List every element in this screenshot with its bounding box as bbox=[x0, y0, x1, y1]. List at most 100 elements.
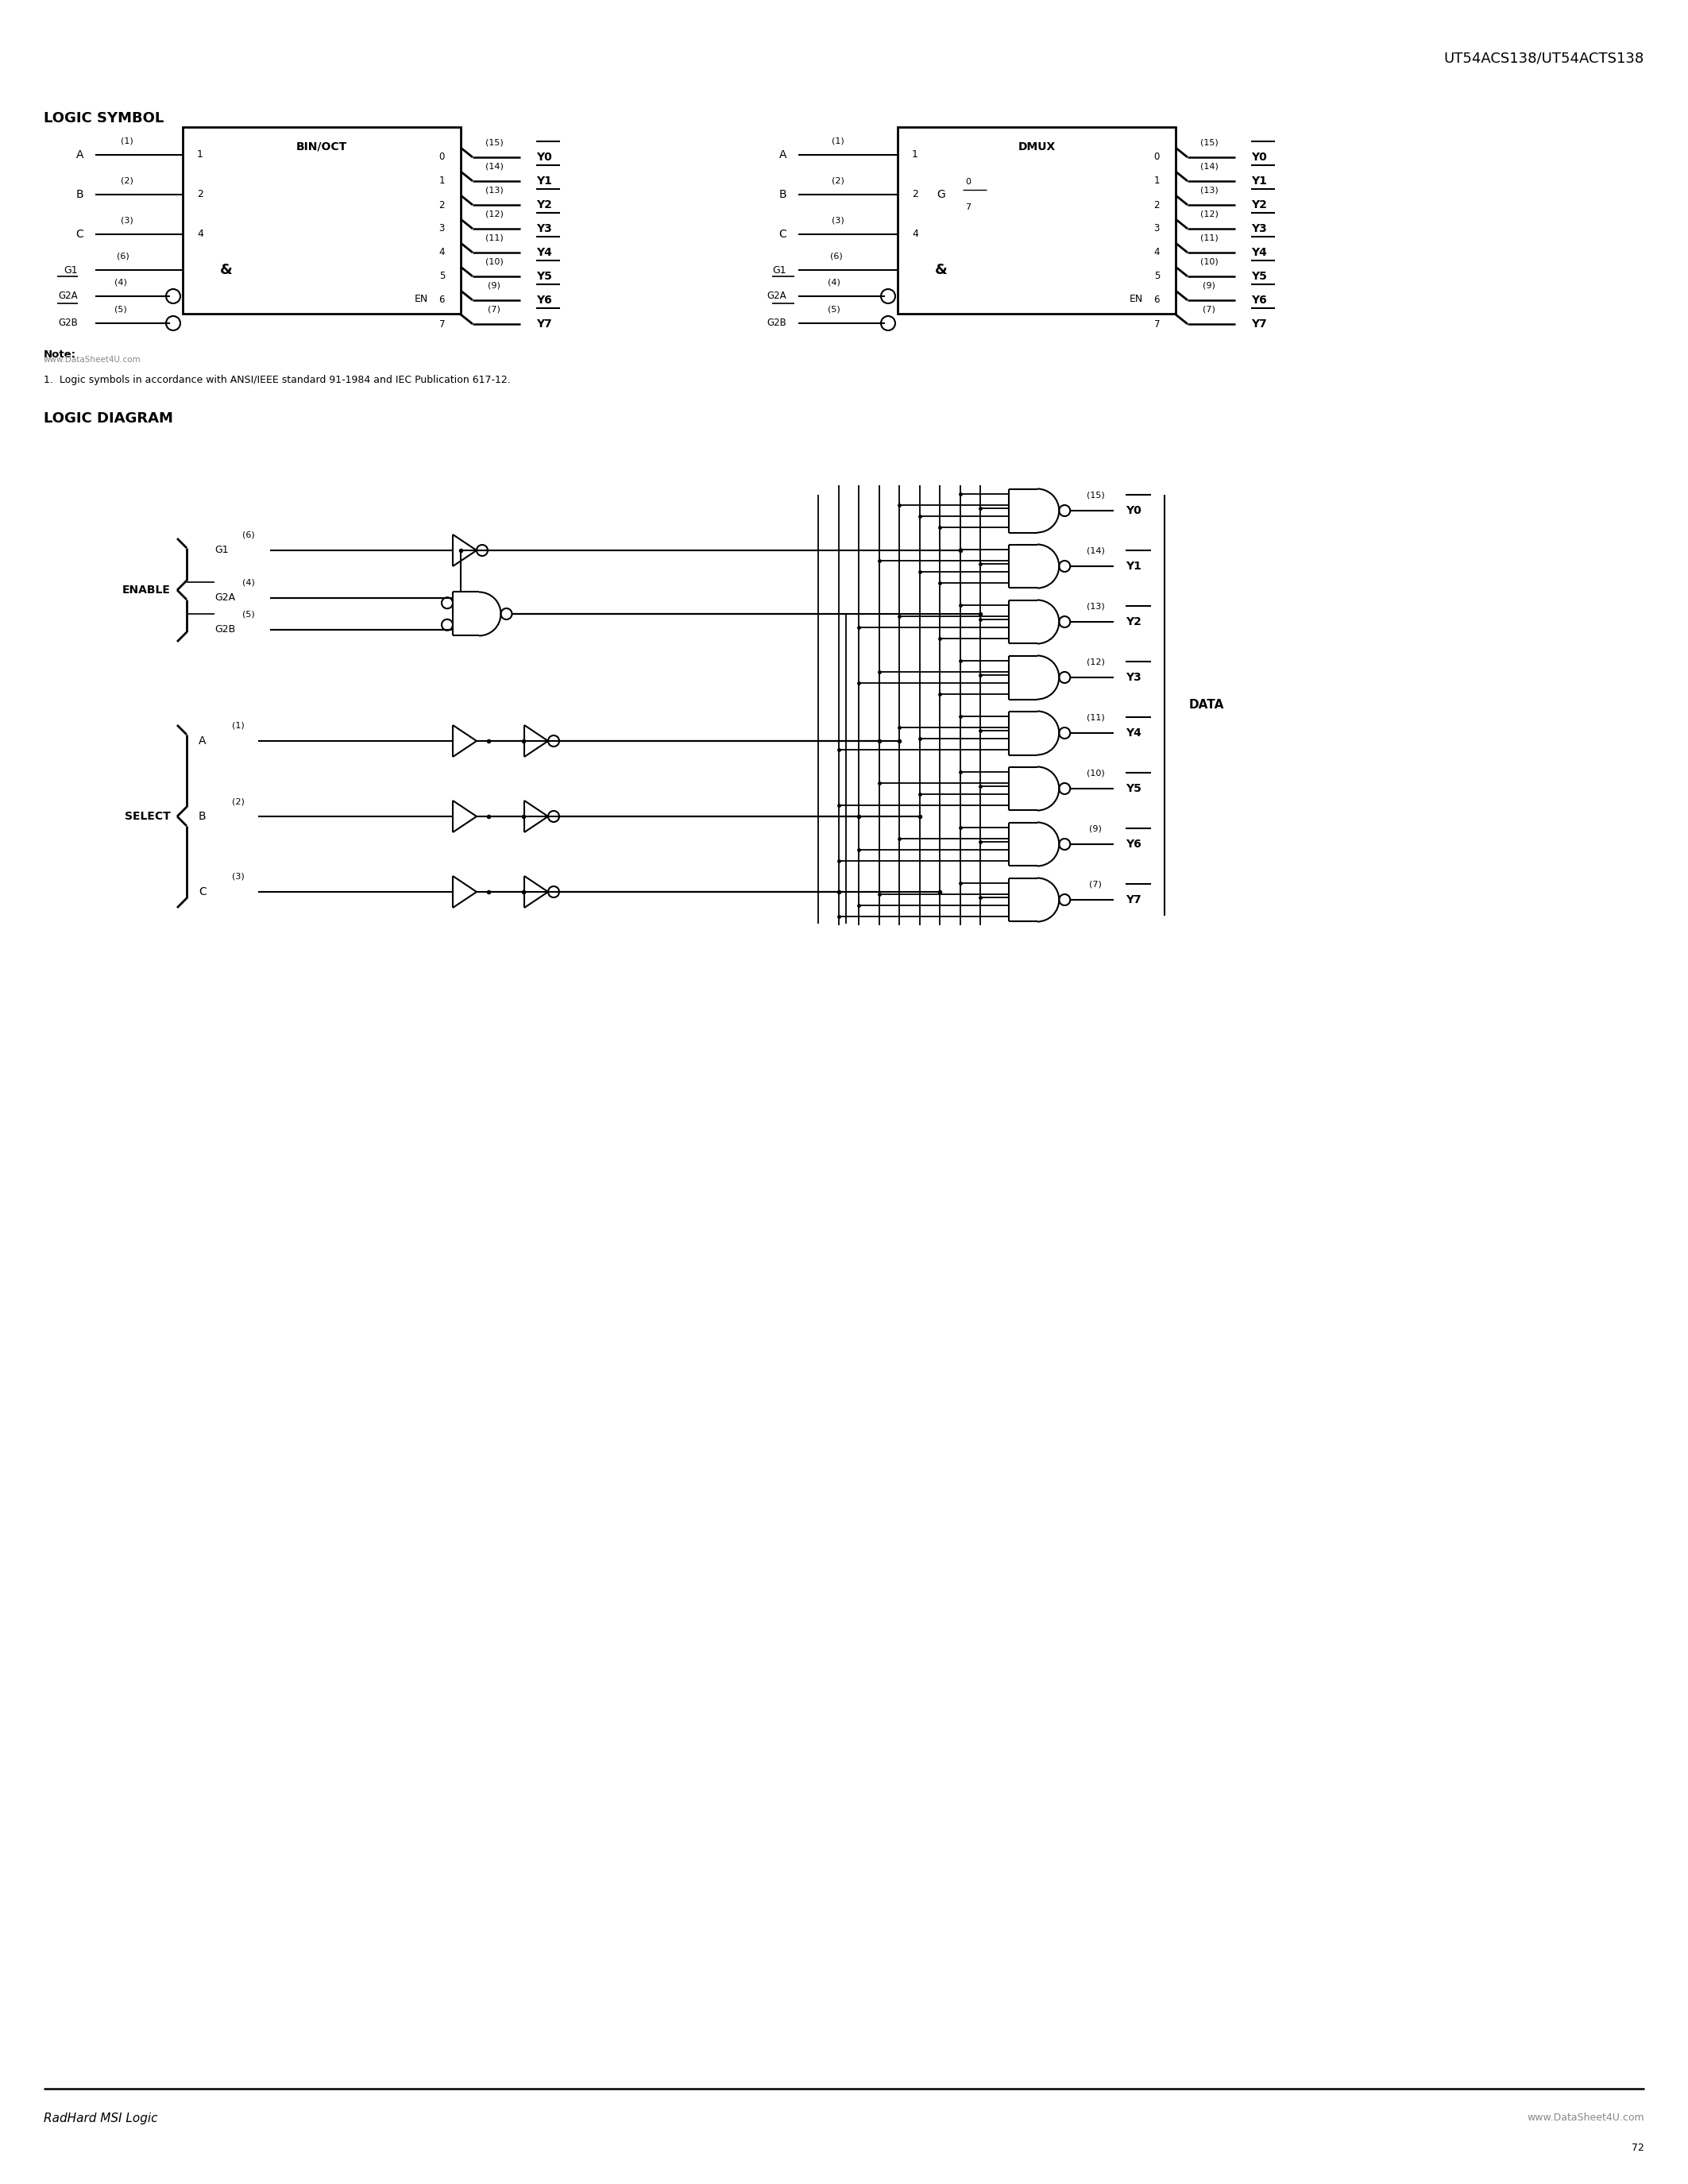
Text: (4): (4) bbox=[243, 579, 255, 587]
Text: (13): (13) bbox=[1087, 603, 1104, 609]
Text: B: B bbox=[778, 190, 787, 201]
Text: Y3: Y3 bbox=[537, 223, 552, 234]
Text: A: A bbox=[76, 149, 83, 159]
Text: (15): (15) bbox=[1087, 491, 1104, 498]
Bar bbox=[898, 127, 1175, 314]
Text: Y5: Y5 bbox=[1251, 271, 1268, 282]
Text: G1: G1 bbox=[773, 264, 787, 275]
Text: Y7: Y7 bbox=[537, 319, 552, 330]
Text: G1: G1 bbox=[214, 546, 228, 555]
Text: (6): (6) bbox=[243, 531, 255, 539]
Text: (5): (5) bbox=[115, 306, 127, 314]
Text: G2B: G2B bbox=[214, 625, 235, 636]
Text: Y1: Y1 bbox=[1251, 175, 1268, 186]
Text: Y5: Y5 bbox=[537, 271, 552, 282]
Text: (15): (15) bbox=[484, 140, 503, 146]
Text: 2: 2 bbox=[1155, 199, 1160, 210]
Text: Y4: Y4 bbox=[1251, 247, 1268, 258]
Text: 1: 1 bbox=[1155, 177, 1160, 186]
Text: (12): (12) bbox=[484, 210, 503, 218]
Text: Y2: Y2 bbox=[1251, 199, 1268, 210]
Text: Y2: Y2 bbox=[537, 199, 552, 210]
Text: (3): (3) bbox=[832, 216, 844, 225]
Text: www.DataSheet4U.com: www.DataSheet4U.com bbox=[1528, 2112, 1644, 2123]
Text: (1): (1) bbox=[122, 138, 133, 146]
Text: Y2: Y2 bbox=[1126, 616, 1141, 627]
Text: (4): (4) bbox=[115, 280, 127, 286]
Text: (7): (7) bbox=[1202, 306, 1215, 314]
Text: G1: G1 bbox=[64, 264, 78, 275]
Text: 2: 2 bbox=[197, 190, 203, 199]
Text: RadHard MSI Logic: RadHard MSI Logic bbox=[44, 2112, 157, 2125]
Text: ENABLE: ENABLE bbox=[123, 585, 170, 596]
Text: 7: 7 bbox=[1155, 319, 1160, 330]
Text: 1: 1 bbox=[197, 151, 203, 159]
Text: 0: 0 bbox=[439, 153, 446, 162]
Text: Y6: Y6 bbox=[1251, 295, 1266, 306]
Text: (6): (6) bbox=[830, 253, 842, 260]
Text: (11): (11) bbox=[484, 234, 503, 242]
Text: 4: 4 bbox=[197, 229, 203, 240]
Text: 0: 0 bbox=[1155, 153, 1160, 162]
Text: B: B bbox=[76, 190, 83, 201]
Text: LOGIC DIAGRAM: LOGIC DIAGRAM bbox=[44, 411, 174, 426]
Text: (2): (2) bbox=[231, 797, 245, 806]
Text: Y0: Y0 bbox=[1126, 505, 1141, 515]
Text: Y3: Y3 bbox=[1251, 223, 1266, 234]
Text: (7): (7) bbox=[1089, 880, 1102, 889]
Text: (5): (5) bbox=[243, 612, 255, 618]
Text: C: C bbox=[199, 887, 206, 898]
Text: (5): (5) bbox=[827, 306, 841, 314]
Text: Y6: Y6 bbox=[537, 295, 552, 306]
Text: EN: EN bbox=[414, 295, 427, 304]
Bar bbox=[182, 127, 461, 314]
Text: 2: 2 bbox=[439, 199, 446, 210]
Text: (11): (11) bbox=[1087, 714, 1104, 721]
Text: 0: 0 bbox=[966, 177, 971, 186]
Text: G2B: G2B bbox=[57, 319, 78, 328]
Text: 1: 1 bbox=[912, 151, 918, 159]
Text: G2A: G2A bbox=[214, 592, 235, 603]
Text: Y7: Y7 bbox=[1251, 319, 1266, 330]
Text: 4: 4 bbox=[1155, 247, 1160, 258]
Text: Note:: Note: bbox=[44, 349, 76, 360]
Text: (3): (3) bbox=[122, 216, 133, 225]
Text: &: & bbox=[219, 262, 233, 277]
Text: Y0: Y0 bbox=[537, 151, 552, 164]
Text: (12): (12) bbox=[1200, 210, 1219, 218]
Text: (14): (14) bbox=[1200, 164, 1219, 170]
Text: (2): (2) bbox=[832, 177, 844, 186]
Text: C: C bbox=[76, 229, 83, 240]
Text: (10): (10) bbox=[1200, 258, 1219, 266]
Text: DATA: DATA bbox=[1188, 699, 1224, 712]
Text: (1): (1) bbox=[832, 138, 844, 146]
Text: (15): (15) bbox=[1200, 140, 1219, 146]
Text: &: & bbox=[935, 262, 947, 277]
Text: 1.  Logic symbols in accordance with ANSI/IEEE standard 91-1984 and IEC Publicat: 1. Logic symbols in accordance with ANSI… bbox=[44, 376, 510, 384]
Text: Y7: Y7 bbox=[1126, 893, 1141, 906]
Text: B: B bbox=[199, 810, 206, 821]
Text: (2): (2) bbox=[122, 177, 133, 186]
Text: LOGIC SYMBOL: LOGIC SYMBOL bbox=[44, 111, 164, 124]
Text: Y6: Y6 bbox=[1126, 839, 1141, 850]
Text: Y1: Y1 bbox=[537, 175, 552, 186]
Text: DMUX: DMUX bbox=[1018, 142, 1055, 153]
Text: G2B: G2B bbox=[766, 319, 787, 328]
Text: EN: EN bbox=[1129, 295, 1143, 304]
Text: Y3: Y3 bbox=[1126, 673, 1141, 684]
Text: G: G bbox=[937, 190, 945, 201]
Text: 7: 7 bbox=[439, 319, 446, 330]
Text: 7: 7 bbox=[966, 203, 971, 212]
Text: (4): (4) bbox=[827, 280, 841, 286]
Text: G2A: G2A bbox=[59, 290, 78, 301]
Text: BIN/OCT: BIN/OCT bbox=[295, 142, 348, 153]
Text: 3: 3 bbox=[439, 223, 446, 234]
Text: 5: 5 bbox=[1155, 271, 1160, 282]
Text: (9): (9) bbox=[1202, 282, 1215, 290]
Text: (1): (1) bbox=[231, 723, 245, 729]
Text: 72: 72 bbox=[1632, 2143, 1644, 2153]
Text: (13): (13) bbox=[484, 186, 503, 194]
Text: (13): (13) bbox=[1200, 186, 1219, 194]
Text: (7): (7) bbox=[488, 306, 500, 314]
Text: (3): (3) bbox=[231, 874, 245, 880]
